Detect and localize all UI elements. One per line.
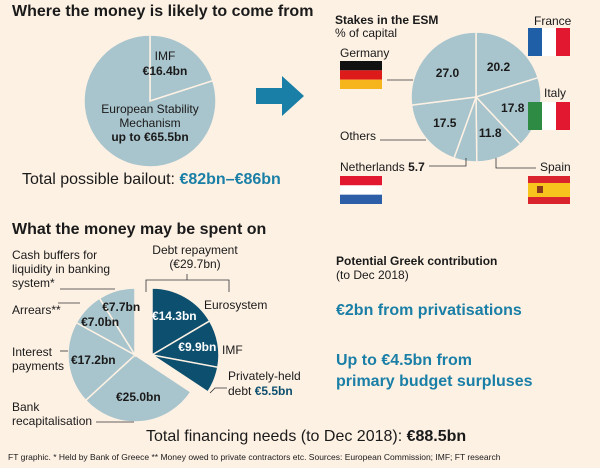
total-financing-label: Total financing needs (to Dec 2018): xyxy=(146,428,407,445)
netherlands-label: Netherlands 5.7 xyxy=(340,160,425,174)
eurosystem-label: Eurosystem xyxy=(204,298,268,312)
italy-flag-icon xyxy=(528,102,542,130)
surpluses-2: primary budget surpluses xyxy=(336,373,533,390)
private-label-2: debt €5.5bn xyxy=(228,384,293,398)
total-bailout-label: Total possible bailout: xyxy=(22,171,180,188)
chart3-title: What the money may be spent on xyxy=(12,221,267,238)
esm-slice xyxy=(475,31,540,99)
private-value: €5.5bn xyxy=(254,384,293,398)
esm-value-germany: 27.0 xyxy=(435,65,460,80)
imf-value: €16.4bn xyxy=(142,64,188,78)
debt-repayment-label: Debt repayment xyxy=(152,243,238,257)
esm-label-2: Mechanism xyxy=(119,116,181,130)
bailout-slice xyxy=(83,34,217,168)
total-financing-value: €88.5bn xyxy=(406,428,467,445)
leader-line xyxy=(209,387,227,394)
leader-line xyxy=(145,279,230,292)
arrow-icon xyxy=(256,76,304,116)
spending-slice xyxy=(84,354,192,423)
spending-value: €7.0bn xyxy=(81,314,120,329)
netherlands-value: 5.7 xyxy=(408,160,425,174)
esm-value-others: 17.5 xyxy=(433,116,457,130)
spending-value: €17.2bn xyxy=(70,353,116,368)
spending-value: €9.9bn xyxy=(178,340,217,355)
spain-label: Spain xyxy=(540,160,571,174)
france-flag-icon xyxy=(528,28,542,56)
esm-value-italy: 17.8 xyxy=(501,100,525,115)
germany-label: Germany xyxy=(340,46,390,60)
spending-slice xyxy=(151,287,211,357)
greek-title: Potential Greek contribution xyxy=(336,254,498,268)
netherlands-name: Netherlands xyxy=(340,160,405,174)
spain-crest-icon xyxy=(537,186,543,193)
arrears-label: Arrears** xyxy=(12,303,61,317)
chart1-title: Where the money is likely to come from xyxy=(12,3,314,20)
cash-label-2: liquidity in banking xyxy=(12,262,111,276)
debt-repayment-value: (€29.7bn) xyxy=(169,257,221,271)
netherlands-flag-icon xyxy=(340,194,382,204)
bank-label-2: recapitalisation xyxy=(12,414,93,428)
leader-line xyxy=(495,158,536,169)
bailout-slice xyxy=(149,34,214,103)
france-flag-icon xyxy=(542,28,556,56)
spending-value: €25.0bn xyxy=(115,389,161,404)
esm-slice xyxy=(410,31,477,106)
esm-value: up to €65.5bn xyxy=(111,130,189,144)
privatisations: €2bn from privatisations xyxy=(336,302,522,319)
chart2-subtitle: % of capital xyxy=(335,26,398,40)
private-label-1: Privately-held xyxy=(228,369,301,383)
cash-label-3: system* xyxy=(12,276,55,290)
bank-label-1: Bank xyxy=(12,400,40,414)
spending-value: €7.7bn xyxy=(102,299,141,314)
imf-label: IMF xyxy=(154,49,176,63)
others-label: Others xyxy=(340,129,377,143)
spending-slice xyxy=(151,354,219,393)
italy-label: Italy xyxy=(544,86,567,100)
germany-flag-icon xyxy=(340,70,382,80)
total-bailout-value: €82bn–€86bn xyxy=(179,171,281,188)
esm-value-spain: 11.8 xyxy=(478,126,502,141)
esm-value-france: 20.2 xyxy=(486,60,511,75)
netherlands-flag-icon xyxy=(340,185,382,195)
germany-flag-icon xyxy=(340,79,382,89)
germany-flag-icon xyxy=(340,61,382,71)
surpluses-1: Up to €4.5bn from xyxy=(336,352,473,369)
netherlands-flag-icon xyxy=(340,176,382,186)
total-financing: Total financing needs (to Dec 2018): €88… xyxy=(146,428,466,446)
total-bailout: Total possible bailout: €82bn–€86bn xyxy=(22,171,281,189)
imf-spend-label: IMF xyxy=(222,343,243,357)
greek-subtitle: (to Dec 2018) xyxy=(336,268,409,282)
leader-line xyxy=(429,158,467,167)
esm-slice xyxy=(410,96,478,160)
spending-value: €14.3bn xyxy=(151,308,197,323)
footer-sources: FT graphic. * Held by Bank of Greece ** … xyxy=(8,452,501,462)
spain-flag-icon xyxy=(528,183,570,197)
italy-flag-icon xyxy=(542,102,556,130)
esm-label-1: European Stability xyxy=(101,102,199,116)
spending-slice xyxy=(67,321,137,402)
chart2-title: Stakes in the ESM xyxy=(335,13,439,27)
spending-slice xyxy=(98,287,136,358)
italy-flag-icon xyxy=(556,102,570,130)
private-label-text: debt xyxy=(228,384,255,398)
interest-label-1: Interest xyxy=(12,345,53,359)
france-label: France xyxy=(534,14,572,28)
france-flag-icon xyxy=(556,28,570,56)
interest-label-2: payments xyxy=(12,359,65,373)
cash-label-1: Cash buffers for xyxy=(12,248,98,262)
